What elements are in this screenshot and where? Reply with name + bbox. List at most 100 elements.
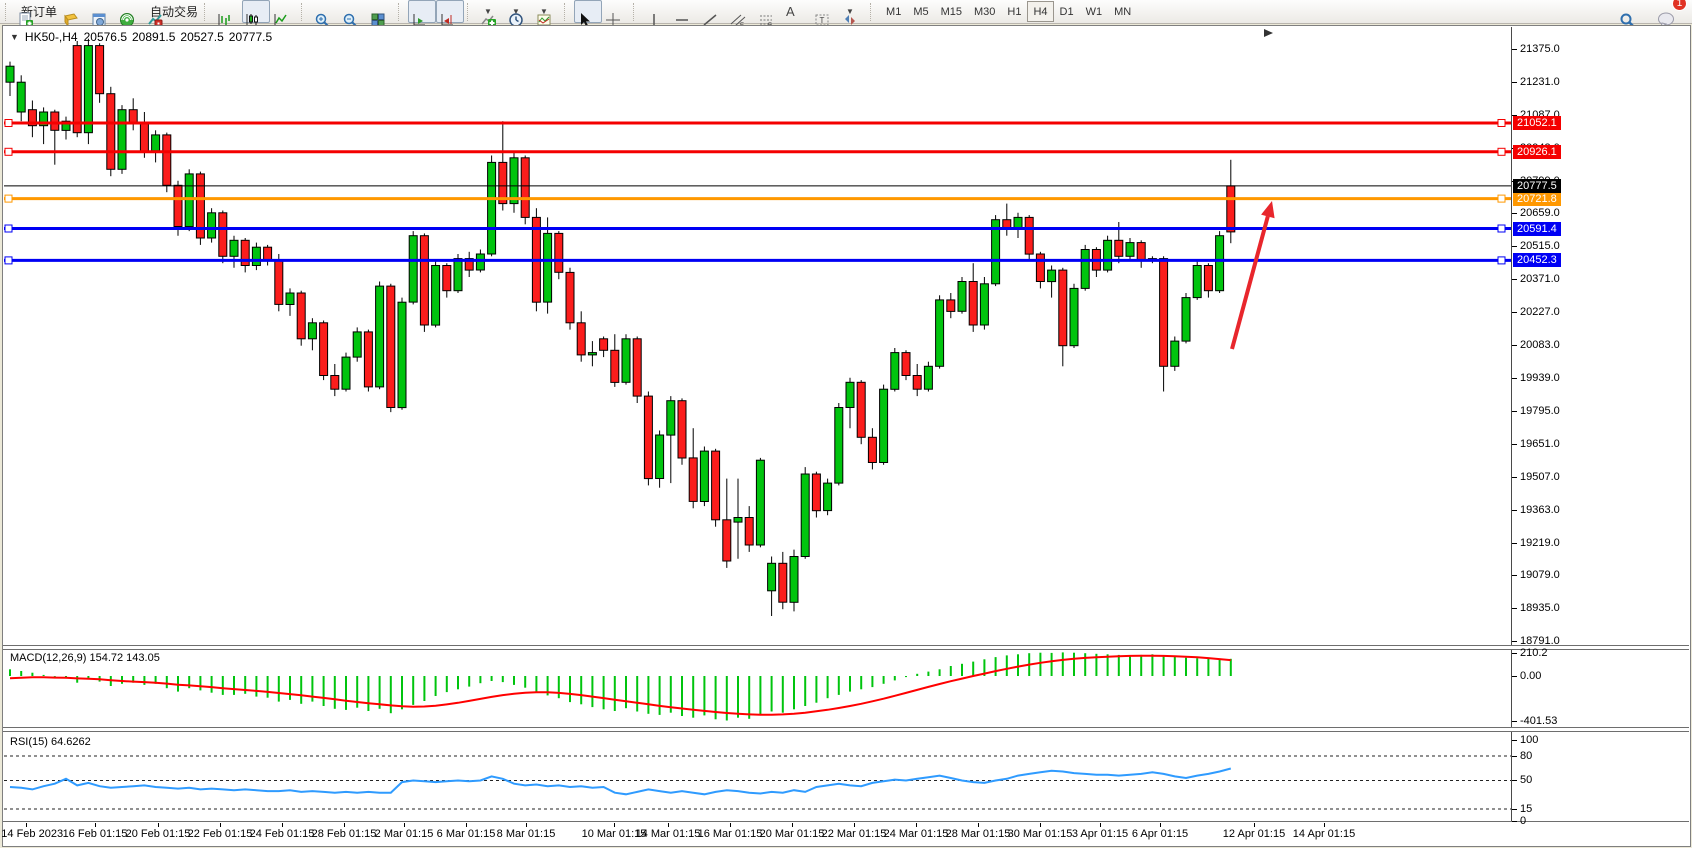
time-tick-mark xyxy=(1324,823,1325,827)
time-tick-label: 10 Mar 01:15 xyxy=(581,828,647,840)
level-price-label[interactable]: 20721.8 xyxy=(1513,192,1561,206)
toolbar-drag-handle[interactable] xyxy=(564,2,571,21)
timeframe-m1-button[interactable]: M1 xyxy=(886,5,902,18)
bar-chart-button[interactable] xyxy=(214,0,242,26)
macd-tick-label: -401.53 xyxy=(1520,715,1558,727)
toolbar-drag-handle[interactable] xyxy=(870,2,877,21)
time-tick-mark xyxy=(220,823,221,827)
price-tick-mark xyxy=(1512,444,1517,445)
timeframe-w1-button[interactable]: W1 xyxy=(1085,5,1103,18)
time-axis[interactable]: 14 Feb 2023 16 Feb 01:15 20 Feb 01:15 22 Fe… xyxy=(1,823,1689,845)
equidistant-channel-button[interactable]: E xyxy=(727,0,755,28)
toolbar-drag-handle[interactable] xyxy=(301,2,308,21)
price-tick-mark xyxy=(1512,49,1517,50)
periods-button[interactable]: ▼ xyxy=(505,0,533,27)
time-tick-mark xyxy=(1100,823,1101,827)
time-tick-mark xyxy=(978,823,979,827)
macd-histogram xyxy=(9,652,1232,721)
market-watch-button[interactable] xyxy=(60,0,88,27)
search-button[interactable] xyxy=(1616,0,1644,28)
trendline-button[interactable] xyxy=(699,0,727,26)
horizontal-line-button[interactable] xyxy=(671,0,699,23)
time-tick-mark xyxy=(1040,823,1041,827)
time-tick-label: 2 Mar 01:15 xyxy=(374,828,434,840)
price-tick-mark xyxy=(1512,641,1517,642)
time-tick-label: 8 Mar 01:15 xyxy=(496,828,556,840)
auto-trading-label: 自动交易 xyxy=(150,5,199,19)
line-chart-button[interactable] xyxy=(270,0,298,26)
time-tick-label: 20 Mar 01:15 xyxy=(759,828,825,840)
time-tick-label: 22 Mar 01:15 xyxy=(821,828,887,840)
toolbar-drag-handle[interactable] xyxy=(633,2,640,21)
chart-shift-button[interactable] xyxy=(436,0,465,25)
toolbar-drag-handle[interactable] xyxy=(5,2,12,21)
timeframe-h1-button[interactable]: H1 xyxy=(1007,5,1022,18)
indicators-button[interactable]: ▼ xyxy=(477,0,505,27)
data-window-button[interactable] xyxy=(88,0,116,26)
time-tick-mark xyxy=(466,823,467,827)
text-label-button[interactable]: T xyxy=(811,0,839,25)
auto-scroll-button[interactable] xyxy=(408,0,437,25)
time-tick-mark xyxy=(158,823,159,827)
level-price-label[interactable]: 20926.1 xyxy=(1513,145,1561,159)
level-price-label[interactable]: 20452.3 xyxy=(1513,253,1561,267)
price-tick-label: 19651.0 xyxy=(1520,438,1560,450)
main-chart-plot[interactable] xyxy=(3,27,1511,645)
collapse-triangle-icon[interactable]: ▼ xyxy=(10,32,19,42)
tile-windows-button[interactable] xyxy=(367,0,395,26)
new-order-button[interactable]: 新订单 xyxy=(15,0,60,27)
timeframe-m15-button[interactable]: M15 xyxy=(940,5,962,18)
timeframe-m5-button[interactable]: M5 xyxy=(913,5,929,18)
price-tick-mark xyxy=(1512,543,1517,544)
horizontal-level-lines[interactable] xyxy=(4,119,1511,265)
price-tick-mark xyxy=(1512,312,1517,313)
fibonacci-button[interactable]: F xyxy=(755,0,783,28)
zoom-out-button[interactable] xyxy=(339,0,367,27)
rsi-panel-plot[interactable] xyxy=(3,733,1511,822)
cursor-button[interactable] xyxy=(574,0,603,26)
price-tick-label: 19219.0 xyxy=(1520,537,1560,549)
time-tick-label: 3 Apr 01:15 xyxy=(1071,828,1129,840)
chevron-down-icon: ▼ xyxy=(512,7,520,16)
timeframe-d1-button[interactable]: D1 xyxy=(1059,5,1074,18)
candlestick-chart-button[interactable] xyxy=(242,0,271,26)
price-tick-label: 21231.0 xyxy=(1520,76,1560,88)
trend-arrow-annotation[interactable] xyxy=(1230,201,1275,350)
toolbar-drag-handle[interactable] xyxy=(204,2,211,21)
timeframe-h4-button[interactable]: H4 xyxy=(1027,1,1054,22)
time-tick-mark xyxy=(668,823,669,827)
chart-shift-marker xyxy=(1264,29,1273,37)
timeframe-m30-button[interactable]: M30 xyxy=(974,5,996,18)
arrows-button[interactable]: ▼ xyxy=(839,0,867,25)
ohlc-open: 20576.5 xyxy=(83,30,127,44)
time-tick-mark xyxy=(614,823,615,827)
navigator-button[interactable] xyxy=(116,0,144,27)
time-tick-label: 24 Feb 01:15 xyxy=(249,828,315,840)
level-price-label[interactable]: 21052.1 xyxy=(1513,116,1561,130)
toolbar-drag-handle[interactable] xyxy=(398,2,405,21)
time-axis-divider xyxy=(3,821,1689,822)
crosshair-button[interactable] xyxy=(602,0,630,27)
templates-button[interactable]: ▼ xyxy=(533,0,561,25)
price-axis[interactable] xyxy=(1511,27,1689,822)
macd-label: MACD(12,26,9) 154.72 143.05 xyxy=(8,652,162,664)
level-price-label[interactable]: 20591.4 xyxy=(1513,222,1561,236)
time-tick-label: 6 Mar 01:15 xyxy=(436,828,496,840)
chat-button[interactable]: 1 xyxy=(1654,0,1687,28)
auto-trading-button[interactable]: 自动交易 xyxy=(144,0,201,27)
panel-splitter[interactable] xyxy=(3,727,1689,732)
zoom-in-button[interactable] xyxy=(311,0,339,27)
panel-splitter[interactable] xyxy=(3,645,1689,650)
timeframe-mn-button[interactable]: MN xyxy=(1114,5,1132,18)
rsi-tick-label: 100 xyxy=(1520,734,1539,746)
macd-signal-line xyxy=(9,654,1231,716)
text-button[interactable]: A xyxy=(783,0,811,23)
vertical-line-button[interactable] xyxy=(643,0,671,26)
chevron-down-icon: ▼ xyxy=(846,7,854,16)
macd-panel-plot[interactable] xyxy=(3,650,1511,727)
rsi-tick-label: 0 xyxy=(1520,815,1527,827)
time-tick-mark xyxy=(344,823,345,827)
toolbar-drag-handle[interactable] xyxy=(467,2,474,21)
price-tick-mark xyxy=(1512,608,1517,609)
time-tick-label: 28 Feb 01:15 xyxy=(311,828,377,840)
